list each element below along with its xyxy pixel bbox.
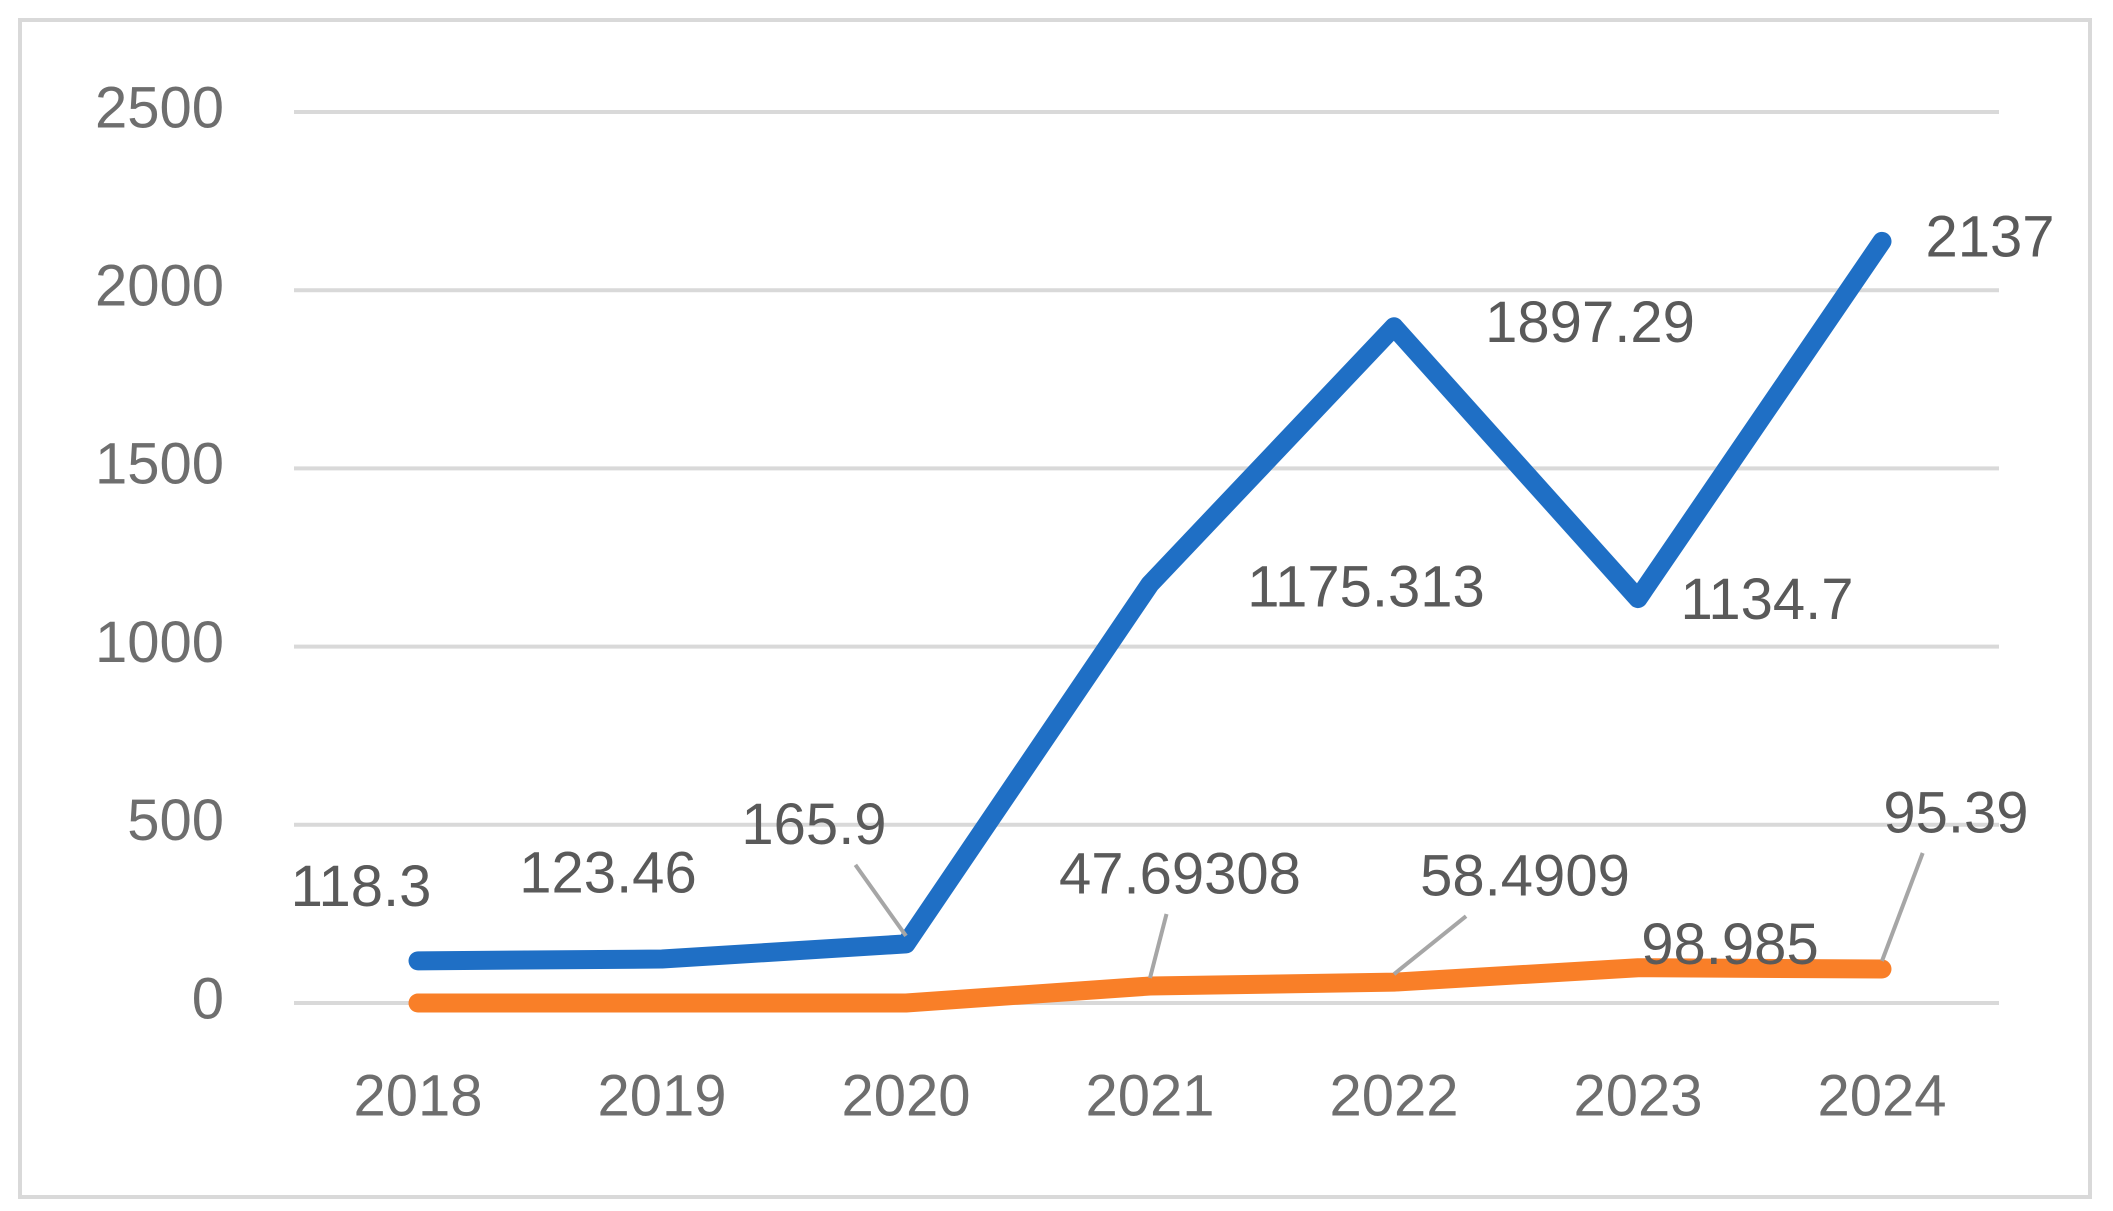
data-label: 47.69308: [1059, 841, 1301, 906]
data-label: 118.3: [291, 854, 432, 919]
line-series: [408, 958, 1892, 1013]
data-label: 2137: [1925, 205, 2054, 270]
data-label: 1134.7: [1680, 567, 1853, 632]
y-tick-label: 500: [127, 788, 224, 853]
data-label: 123.46: [519, 840, 696, 905]
data-label: 98.985: [1641, 912, 1818, 977]
y-tick-label: 1500: [95, 432, 224, 497]
line-series: [408, 231, 1892, 971]
data-label: 58.4909: [1420, 843, 1630, 908]
data-label: 95.39: [1883, 780, 2028, 845]
data-label: 1897.29: [1485, 290, 1695, 355]
x-tick-label: 2024: [1817, 1063, 1946, 1128]
y-tick-label: 0: [192, 966, 224, 1031]
y-tick-label: 2500: [95, 75, 224, 140]
x-tick-label: 2020: [841, 1063, 970, 1128]
x-tick-label: 2023: [1573, 1063, 1702, 1128]
data-label: 1175.313: [1247, 554, 1485, 619]
leader-line: [1148, 913, 1169, 979]
leader-line: [1880, 852, 1925, 962]
y-tick-label: 1000: [95, 610, 224, 675]
leader-line: [853, 863, 908, 938]
x-tick-label: 2021: [1085, 1063, 1214, 1128]
x-tick-label: 2018: [353, 1063, 482, 1128]
y-tick-label: 2000: [95, 254, 224, 319]
x-tick-label: 2022: [1329, 1063, 1458, 1128]
data-label: 165.9: [741, 792, 886, 857]
x-tick-label: 2019: [597, 1063, 726, 1128]
leader-line: [1392, 914, 1468, 976]
